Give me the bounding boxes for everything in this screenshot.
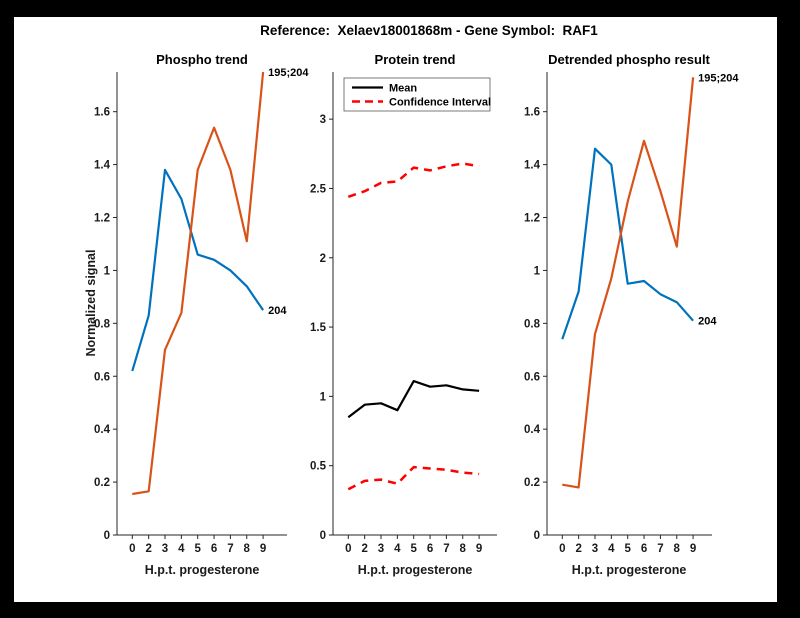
- figure-title: Reference: Xelaev18001868m - Gene Symbol…: [260, 23, 598, 38]
- series-end-label: 204: [268, 305, 287, 317]
- series-line: [562, 77, 695, 489]
- series-line: [132, 71, 265, 496]
- x-tick-label: 9: [260, 543, 266, 555]
- x-tick-label: 7: [443, 543, 449, 555]
- x-tick-label: 3: [592, 543, 598, 555]
- y-tick-label: 0.6: [94, 371, 110, 383]
- y-tick-label: 0.4: [94, 424, 111, 436]
- x-tick-label: 0: [559, 543, 565, 555]
- x-tick-label: 5: [624, 543, 631, 555]
- y-tick-label: 1.5: [310, 322, 327, 334]
- x-tick-label: 0: [129, 543, 135, 555]
- series-end-label: 195;204: [268, 67, 309, 79]
- y-tick-label: 1.2: [94, 213, 110, 225]
- x-tick-label: 2: [575, 543, 581, 555]
- phospho-trend-title: Phospho trend: [156, 52, 248, 67]
- y-tick-label: 1: [104, 265, 111, 277]
- y-tick-label: 1.2: [524, 213, 540, 225]
- x-tick-label: 8: [674, 543, 681, 555]
- x-tick-label: 6: [641, 543, 647, 555]
- y-tick-label: 0: [104, 530, 110, 542]
- xlabel-plot3: H.p.t. progesterone: [572, 563, 687, 577]
- x-tick-label: 4: [394, 543, 401, 555]
- xlabel-plot1: H.p.t. progesterone: [145, 563, 260, 577]
- series-end-label: 204: [698, 316, 717, 328]
- x-tick-label: 2: [361, 543, 367, 555]
- y-tick-label: 1.4: [94, 160, 111, 172]
- legend-border: [343, 77, 491, 112]
- y-tick-label: 0: [534, 530, 540, 542]
- x-tick-label: 7: [657, 543, 663, 555]
- x-tick-label: 5: [410, 543, 417, 555]
- y-tick-label: 1: [320, 391, 327, 403]
- y-tick-label: 0.2: [524, 477, 540, 489]
- x-tick-label: 4: [178, 543, 185, 555]
- y-tick-label: 2.5: [310, 183, 327, 195]
- x-tick-label: 8: [244, 543, 251, 555]
- x-tick-label: 6: [211, 543, 217, 555]
- chart-geometry: 0 2 3 4 5 6 7 8 900.20.40.60.811.21.41.6204195;2…: [94, 67, 739, 555]
- x-tick-label: 6: [427, 543, 433, 555]
- y-tick-label: 1.4: [524, 160, 541, 172]
- legend-box: Mean Confidence Interval: [343, 77, 491, 112]
- x-tick-label: 3: [378, 543, 384, 555]
- x-tick-label: 9: [690, 543, 696, 555]
- y-tick-label: 1.6: [94, 107, 110, 119]
- legend-mean-label: Mean: [389, 83, 417, 95]
- y-tick-label: 0.6: [524, 371, 540, 383]
- y-tick-label: 2: [320, 253, 326, 265]
- xlabel-plot2: H.p.t. progesterone: [358, 563, 473, 577]
- x-tick-label: 0: [345, 543, 351, 555]
- series-line: [561, 147, 694, 340]
- y-tick-label: 3: [320, 114, 326, 126]
- series-line: [347, 465, 480, 491]
- figure-canvas: Reference: Xelaev18001868m - Gene Symbol…: [14, 17, 777, 602]
- y-tick-label: 1.6: [524, 107, 540, 119]
- y-tick-label: 0: [320, 530, 326, 542]
- x-tick-label: 9: [476, 543, 482, 555]
- y-tick-label: 0.2: [94, 477, 110, 489]
- y-tick-label: 0.4: [524, 424, 541, 436]
- x-tick-label: 3: [162, 543, 168, 555]
- y-tick-label: 0.8: [524, 318, 541, 330]
- x-tick-label: 2: [145, 543, 151, 555]
- series-line: [131, 168, 265, 372]
- legend-ci-label: Confidence Interval: [389, 97, 491, 109]
- y-tick-label: 0.8: [94, 318, 111, 330]
- y-tick-label: 0.5: [310, 461, 327, 473]
- detrended-phospho-title: Detrended phospho result: [548, 52, 710, 67]
- ylabel-normalized-signal: Normalized signal: [84, 250, 98, 357]
- x-tick-label: 4: [608, 543, 615, 555]
- x-tick-label: 7: [227, 543, 233, 555]
- y-tick-label: 1: [534, 265, 541, 277]
- series-line: [347, 162, 480, 198]
- x-tick-label: 5: [194, 543, 201, 555]
- x-tick-label: 8: [460, 543, 467, 555]
- series-line: [347, 380, 480, 419]
- protein-trend-title: Protein trend: [375, 52, 456, 67]
- series-end-label: 195;204: [698, 72, 739, 84]
